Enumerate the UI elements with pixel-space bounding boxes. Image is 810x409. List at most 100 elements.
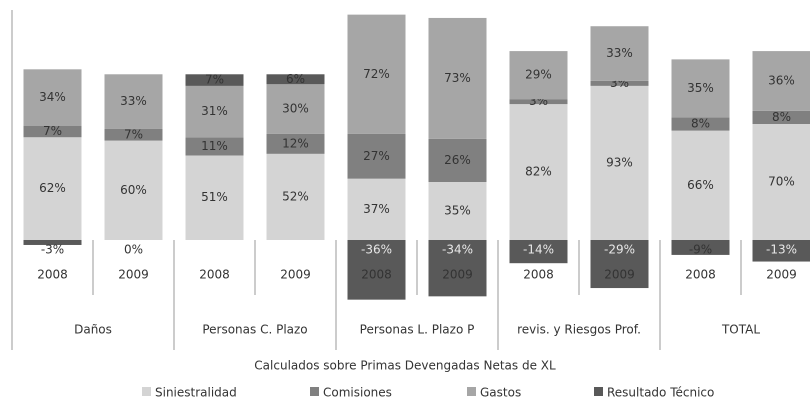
x-tick-label: 2008 [685,268,716,282]
group-label: revis. y Riesgos Prof. [517,323,641,337]
legend-swatch [467,387,476,396]
bar-segment [428,138,487,182]
bar-segment [104,128,163,141]
bar-segment [752,110,810,124]
bar-segment [509,240,568,264]
data-label: 35% [687,81,714,95]
bar-segment [590,26,649,81]
bar-segment [104,140,163,240]
bar-segment [185,155,244,240]
x-tick-label: 2009 [604,268,635,282]
data-label: 12% [282,136,309,150]
bar-segment [428,182,487,240]
bar-segment [509,99,568,105]
data-label: 37% [363,202,390,216]
bar-segment [104,74,163,129]
x-tick-label: 2009 [280,268,311,282]
legend-swatch [594,387,603,396]
data-label: 33% [606,46,633,60]
legend-swatch [142,387,151,396]
bar-segment [266,74,325,85]
bar-segment [347,240,406,300]
data-label: 72% [363,67,390,81]
bar-segment [23,125,82,138]
data-label: 93% [606,155,633,169]
data-label: 52% [282,189,309,203]
x-tick-label: 2008 [199,268,230,282]
data-label: 34% [39,90,66,104]
bar-segment [509,104,568,240]
bar-segment [266,84,325,134]
x-tick-label: 2008 [37,268,68,282]
bar-segment [509,51,568,100]
bar-segment [671,117,730,131]
legend-swatch [310,387,319,396]
data-label: -9% [689,243,712,257]
bar-segment [23,137,82,240]
x-tick-label: 2008 [523,268,554,282]
data-label: 33% [120,94,147,108]
data-label: 82% [525,165,552,179]
data-label: 8% [772,110,791,124]
data-label: -36% [361,243,392,257]
bar-segment [671,240,730,255]
data-label: -13% [766,243,797,257]
data-label: 31% [201,104,228,118]
legend-label: Gastos [480,386,521,400]
caption: Calculados sobre Primas Devengadas Netas… [254,359,556,373]
bar-segment [590,80,649,86]
data-label: 73% [444,71,471,85]
data-label: -14% [523,243,554,257]
x-tick-label: 2009 [442,268,473,282]
data-label: 0% [124,243,143,257]
data-label: 51% [201,190,228,204]
data-label: 27% [363,149,390,163]
bar-segment [671,59,730,118]
group-label: Personas L. Plazo P [360,323,475,337]
data-label: 8% [691,117,710,131]
bar-segment [590,85,649,240]
data-label: 26% [444,153,471,167]
data-label: 11% [201,139,228,153]
x-tick-label: 2009 [766,268,797,282]
data-label: -3% [41,243,64,257]
bar-segment [347,133,406,179]
x-tick-label: 2009 [118,268,149,282]
bar-segment [590,240,649,289]
data-label: 7% [205,73,224,87]
bar-segment [185,85,244,138]
data-label: 7% [124,127,143,141]
legend-label: Siniestralidad [155,386,237,400]
bar-segment [752,240,810,262]
data-label: 36% [768,73,795,87]
bar-segment [752,51,810,111]
bar-segment [671,130,730,240]
group-label: Personas C. Plazo [202,323,307,337]
legend-label: Resultado Técnico [607,386,714,400]
data-label: 7% [43,124,62,138]
data-label: 70% [768,175,795,189]
data-label: 62% [39,181,66,195]
legend-label: Comisiones [323,386,392,400]
group-label: Daños [74,323,112,337]
bar-segment [428,240,487,297]
data-label: 35% [444,204,471,218]
bar-segment [185,137,244,156]
bar-segment [347,178,406,240]
data-label: 60% [120,183,147,197]
bar-segment [23,69,82,126]
data-label: -34% [442,243,473,257]
bar-segment [347,14,406,134]
x-tick-label: 2008 [361,268,392,282]
data-label: 29% [525,68,552,82]
group-label: TOTAL [721,323,760,337]
bar-segment [185,74,244,86]
data-label: -29% [604,243,635,257]
bar-segment [752,124,810,240]
bar-segment [266,133,325,154]
bar-segment [23,240,82,245]
data-label: 6% [286,72,305,86]
data-label: 30% [282,102,309,116]
bar-segment [428,17,487,139]
